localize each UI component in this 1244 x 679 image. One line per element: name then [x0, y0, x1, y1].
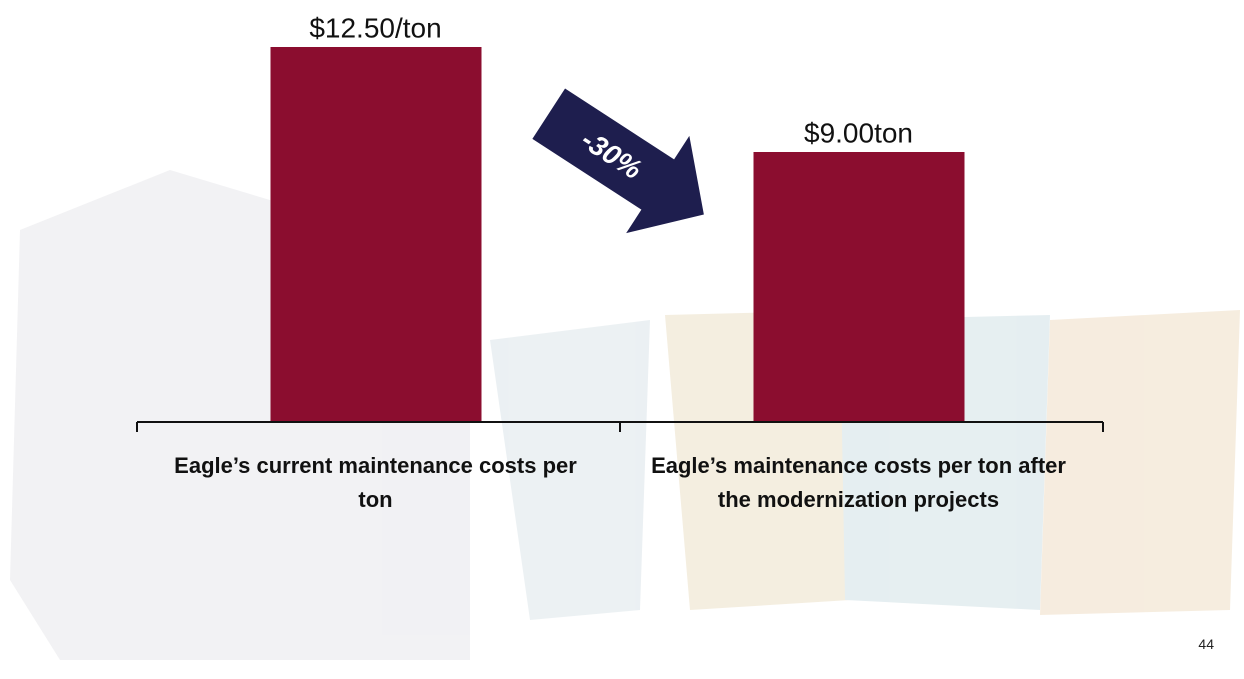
- bar: [270, 47, 482, 422]
- category-label: Eagle’s maintenance costs per ton after …: [651, 453, 1066, 512]
- value-label: $9.00ton: [804, 117, 913, 148]
- bar: [753, 152, 965, 422]
- page-number: 44: [1198, 636, 1214, 652]
- value-label: $12.50/ton: [309, 12, 441, 43]
- change-arrow: -30%: [532, 88, 704, 234]
- category-label: Eagle’s current maintenance costs per to…: [174, 453, 577, 512]
- background-products: [10, 170, 1240, 660]
